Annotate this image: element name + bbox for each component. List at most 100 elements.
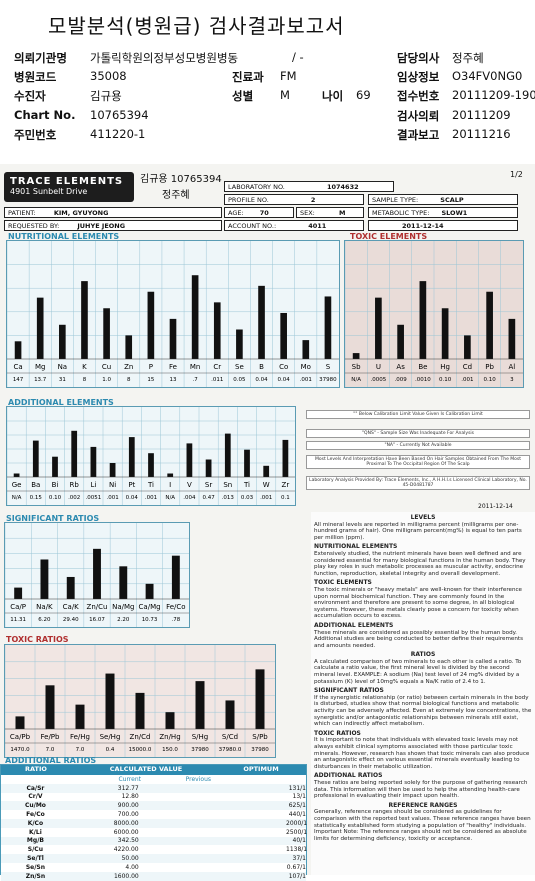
significant-bar bbox=[14, 587, 23, 599]
report-date-2: 2011-12-14 bbox=[478, 503, 513, 510]
institution-label: 의뢰기관명 bbox=[14, 51, 67, 65]
requested-label: REQUESTED BY: bbox=[8, 222, 60, 230]
note-below-limit: "" Below Calibration Limit Value Given I… bbox=[306, 410, 530, 419]
ratio-optimum: 40/1 bbox=[292, 837, 306, 845]
note-laboratory: Laboratory Analysis Provided By: Trace E… bbox=[306, 476, 530, 490]
account-label: ACCOUNT NO.: bbox=[228, 222, 277, 230]
significant-value: 11.31 bbox=[10, 617, 26, 623]
significant-heading: SIGNIFICANT RATIOS bbox=[314, 687, 384, 695]
nutritional-value: 37980 bbox=[319, 377, 337, 383]
toxic-label: Cd bbox=[463, 363, 472, 371]
additional-label: W bbox=[263, 481, 270, 489]
levels-text-column: LEVELS All mineral levels are reported i… bbox=[311, 512, 535, 875]
toxic-ratio-value: 1470.0 bbox=[10, 747, 30, 753]
clinical-label: 임상정보 bbox=[397, 70, 440, 84]
nutritional-value: 0.04 bbox=[278, 377, 291, 383]
additional-label: Ge bbox=[12, 481, 22, 489]
toxic-value: .001 bbox=[461, 377, 473, 383]
ratio-name: K/Co bbox=[27, 819, 44, 827]
additional-bar bbox=[205, 459, 212, 477]
toxic-ratio-label: S/Cd bbox=[222, 733, 238, 741]
significant-value: 2.20 bbox=[117, 617, 130, 623]
significant-value: 10.73 bbox=[142, 617, 158, 623]
toxic-value: 0.10 bbox=[439, 377, 452, 383]
toxic-value: 3 bbox=[510, 377, 514, 383]
brand-logo: TRACE ELEMENTS 4901 Sunbelt Drive bbox=[4, 172, 134, 202]
toxic-ratio-bar bbox=[105, 673, 115, 729]
ratio-optimum: 440/1 bbox=[288, 811, 306, 819]
nutritional-label: B bbox=[259, 363, 264, 371]
requested-box: REQUESTED BY: JUHYE JEONG bbox=[4, 220, 222, 231]
ratio-current: 342.50 bbox=[117, 837, 139, 845]
doctor-value: 정주혜 bbox=[452, 51, 484, 65]
toxic-ratio-value: 150.0 bbox=[162, 747, 178, 753]
note-qns: "QNS" - Sample Size Was Inadequate For A… bbox=[306, 429, 530, 438]
ratios-table-row: Fe/Co 700.00 440/1 bbox=[1, 810, 306, 819]
toxic-title: TOXIC ELEMENTS bbox=[350, 232, 428, 241]
toxic-bar bbox=[375, 297, 382, 359]
toxic-ratio-value: 37980 bbox=[191, 747, 209, 753]
ratio-optimum: 13/1 bbox=[292, 793, 306, 801]
clinical-value: O34FV0NG0 bbox=[452, 69, 523, 83]
nutritional-value: 0.04 bbox=[255, 377, 268, 383]
ratio-optimum: 107/1 bbox=[288, 872, 306, 880]
ratio-current: 700.00 bbox=[117, 811, 139, 819]
nutritional-label: Co bbox=[279, 363, 288, 371]
toxic-ratio-value: 37980 bbox=[251, 747, 269, 753]
scan-patient-value: KIM, GYUYONG bbox=[53, 209, 109, 217]
nutritional-bar bbox=[59, 324, 66, 359]
ratio-current: 4.00 bbox=[125, 863, 139, 871]
report-header: 의뢰기관명 가톨릭학원의정부성모병원병동 / - 담당의사 정주혜 병원코드 3… bbox=[14, 50, 535, 150]
nutritional-value: .7 bbox=[193, 377, 199, 383]
additional-value: .004 bbox=[183, 495, 196, 501]
ratios-paragraph: A calculated comparison of two minerals … bbox=[314, 658, 522, 685]
additional-label: Sn bbox=[223, 481, 232, 489]
lab-no-value: 1074632 bbox=[326, 183, 359, 191]
significant-value: .78 bbox=[171, 617, 180, 623]
toxic-ratio-value: 0.4 bbox=[106, 747, 115, 753]
nutritional-label: Mo bbox=[301, 363, 311, 371]
toxic-value: 0.10 bbox=[484, 377, 497, 383]
chart-label: Chart No. bbox=[14, 108, 76, 122]
toxic-ratio-bar bbox=[75, 704, 85, 729]
significant-label: Zn/Cu bbox=[87, 603, 108, 611]
toxic-value: .009 bbox=[395, 377, 408, 383]
ratios-table-body: Ca/Sr 312.77 131/1 Cr/V 12.80 13/1 Cu/Mo 900.00… bbox=[1, 783, 307, 881]
sample-label: SAMPLE TYPE: bbox=[372, 196, 419, 204]
scan-age-label: AGE: bbox=[228, 209, 244, 217]
significant-label: Na/Mg bbox=[112, 603, 134, 611]
age-value: 69 bbox=[356, 88, 371, 102]
metabolic-value: SLOW1 bbox=[441, 209, 468, 217]
toxic-ratios-chart: Ca/Pb 1470.0 Fe/Pb 7.0 Fe/Hg 7.0 Se/Hg 0.4 Zn/Cd… bbox=[4, 644, 276, 758]
toxic-label: Hg bbox=[440, 363, 450, 371]
additional-value: .0051 bbox=[86, 495, 102, 501]
ratios-table-row: Mg/B 342.50 40/1 bbox=[1, 836, 306, 846]
toxic-ratio-label: Fe/Pb bbox=[41, 733, 61, 741]
brand-name: TRACE ELEMENTS bbox=[10, 176, 124, 187]
ratio-name: Cu/Mo bbox=[24, 802, 46, 810]
toxic-bar bbox=[441, 308, 449, 359]
significant-value: 16.07 bbox=[89, 617, 105, 623]
toxic-ratio-label: S/Pb bbox=[252, 733, 268, 741]
brand-address: 4901 Sunbelt Drive bbox=[10, 187, 88, 196]
nutritional-chart: Ca 147 Mg 13.7 Na 31 K 8 Cu 1.0 Zn 8 P 15 Fe 13 Mn .7 Cr .0… bbox=[6, 240, 340, 388]
lab-no-label: LABORATORY NO. bbox=[228, 183, 285, 191]
page-mark: 1/2 bbox=[510, 170, 523, 179]
handwritten-doctor: 정주혜 bbox=[162, 190, 190, 201]
toxic-heading: TOXIC ELEMENTS bbox=[314, 579, 372, 587]
nutritional-value: 1.0 bbox=[102, 377, 111, 383]
significant-title: SIGNIFICANT RATIOS bbox=[6, 514, 100, 523]
nutritional-label: Cu bbox=[102, 363, 111, 371]
doctor-label: 담당의사 bbox=[397, 51, 440, 65]
toxic-ratio-label: S/Hg bbox=[192, 733, 209, 741]
ratio-optimum: 37/1 bbox=[292, 855, 306, 863]
institution-extra: / - bbox=[292, 50, 304, 64]
reference-heading: REFERENCE RANGES bbox=[388, 801, 458, 809]
nutritional-value: 0.05 bbox=[233, 377, 246, 383]
nutritional-bar bbox=[302, 340, 310, 359]
account-box: ACCOUNT NO.: 4011 bbox=[224, 220, 364, 231]
additional-label: I bbox=[169, 481, 171, 489]
nutritional-label: Zn bbox=[124, 363, 133, 371]
significant-bar bbox=[66, 576, 75, 599]
nutritional-bar bbox=[14, 341, 22, 359]
